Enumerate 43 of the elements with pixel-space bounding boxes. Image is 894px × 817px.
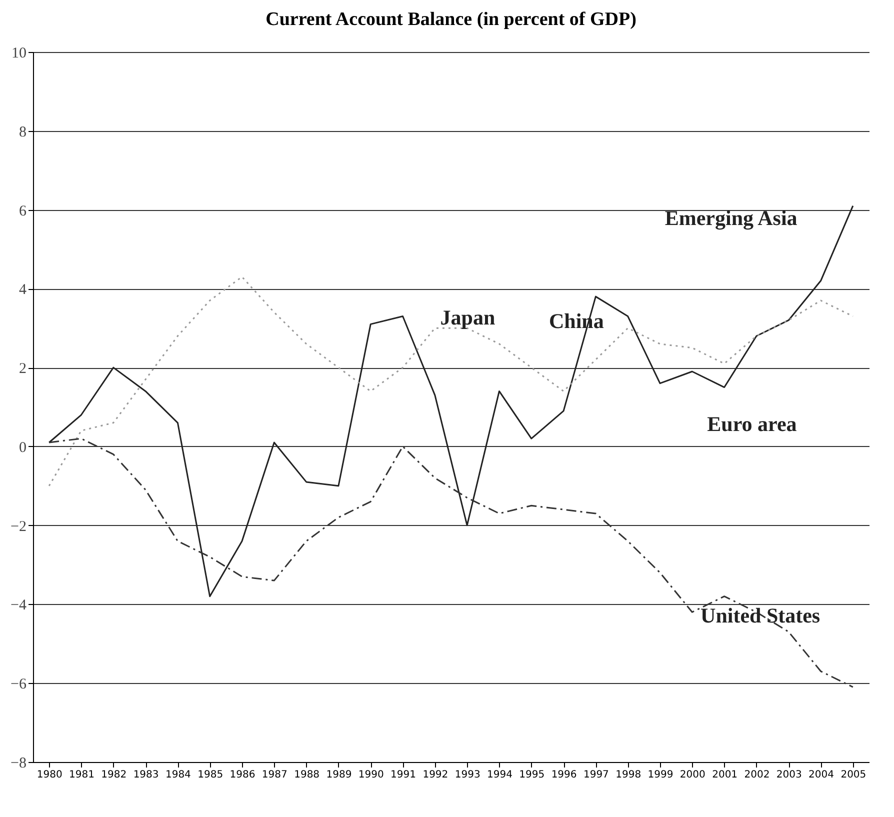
y-tick-label: 0 — [19, 440, 26, 456]
x-tick-label: 1994 — [487, 770, 512, 780]
x-tick-label: 1993 — [454, 770, 480, 780]
x-tick-label: 1992 — [422, 770, 448, 780]
x-tick-label: 1983 — [133, 770, 159, 780]
x-tick-label: 2001 — [712, 770, 738, 780]
x-tick-label: 1999 — [648, 770, 674, 780]
x-tick-label: 1980 — [36, 770, 62, 780]
y-tick-label: 8 — [19, 124, 26, 140]
y-tick-label: 4 — [19, 282, 27, 298]
x-tick-label: 1986 — [230, 770, 256, 780]
annotation: Emerging Asia — [664, 206, 798, 230]
x-tick-label: 1990 — [358, 770, 384, 780]
y-tick-label: −8 — [10, 756, 26, 772]
line-series — [48, 205, 854, 598]
x-tick-label: 1988 — [294, 770, 320, 780]
x-tick-label: 2002 — [744, 770, 770, 780]
x-tick-label: 1982 — [101, 770, 127, 780]
y-tick-label: 6 — [19, 203, 27, 220]
x-tick-label: 1984 — [165, 770, 191, 780]
y-tick-label: −4 — [10, 598, 27, 614]
x-tick-label: 1985 — [198, 770, 224, 780]
x-tick-label: 2003 — [776, 770, 802, 780]
y-tick-label: 2 — [19, 361, 26, 378]
annotation: Euro area — [707, 412, 798, 436]
x-tick-label: 1997 — [583, 770, 609, 780]
x-tick-label: 2000 — [680, 770, 706, 780]
y-tick-label: −6 — [10, 676, 27, 693]
chart-title: Current Account Balance (in percent of GDP) — [266, 9, 636, 30]
y-tick-label: 10 — [12, 46, 26, 62]
x-tick-label: 1995 — [519, 770, 545, 780]
x-tick-label: 1991 — [390, 770, 416, 780]
x-tick-label: 1998 — [616, 770, 642, 780]
x-tick-label: 1981 — [69, 770, 94, 780]
x-tick-label: 1987 — [262, 770, 288, 780]
x-tick-label: 2004 — [808, 770, 834, 780]
x-tick-label: 1996 — [551, 770, 577, 780]
x-tick-label: 2005 — [840, 770, 866, 780]
annotation: United States — [700, 603, 820, 628]
annotation: Japan — [440, 305, 496, 330]
y-tick-label: −2 — [10, 518, 26, 535]
x-tick-label: 1989 — [326, 770, 352, 780]
line-series — [48, 438, 854, 688]
